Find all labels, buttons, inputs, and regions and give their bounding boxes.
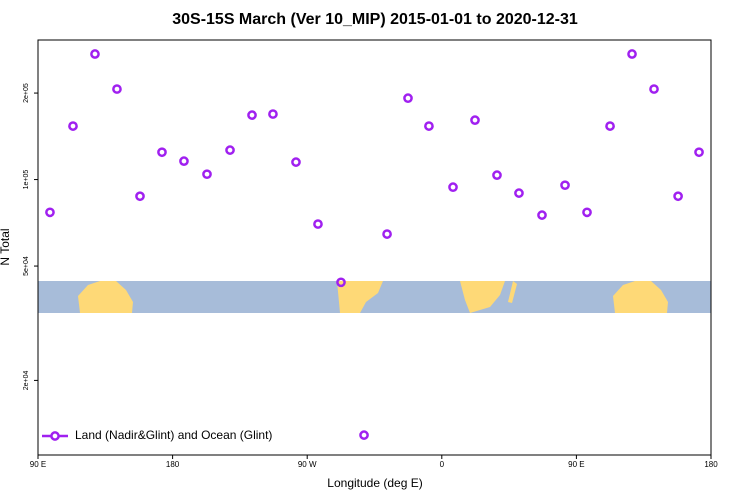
- point: [537, 210, 547, 220]
- x-tick-label: 90 W: [298, 460, 317, 469]
- land: [78, 281, 133, 313]
- land: [508, 281, 517, 303]
- chart-title: 30S-15S March (Ver 10_MIP) 2015-01-01 to…: [172, 11, 578, 28]
- y-tick-label: 1e+05: [23, 170, 30, 190]
- y-axis-label: N Total: [0, 228, 12, 265]
- point: [112, 84, 122, 94]
- point: [45, 207, 55, 218]
- point: [291, 157, 301, 167]
- point: [359, 430, 369, 440]
- point: [470, 115, 480, 125]
- point: [492, 170, 502, 180]
- x-axis-label: Longitude (deg E): [327, 476, 422, 490]
- point: [382, 229, 392, 239]
- x-tick-label: 90 E: [568, 460, 584, 469]
- point: [424, 121, 434, 131]
- point: [336, 277, 346, 288]
- point: [514, 188, 524, 198]
- legend-marker: [50, 431, 60, 441]
- point: [560, 180, 570, 191]
- land: [613, 281, 668, 313]
- y-tick-label: 2e+05: [23, 83, 30, 103]
- point: [157, 147, 167, 158]
- point: [225, 145, 235, 155]
- y-tick-label: 2e+04: [23, 370, 30, 390]
- point: [313, 219, 323, 229]
- point: [627, 49, 637, 59]
- point: [179, 156, 189, 166]
- x-tick-label: 0: [440, 460, 445, 469]
- point: [605, 121, 615, 131]
- point: [582, 207, 592, 218]
- legend-label: Land (Nadir&Glint) and Ocean (Glint): [75, 428, 272, 442]
- x-tick-label: 90 E: [30, 460, 46, 469]
- point: [448, 182, 458, 193]
- point: [268, 109, 278, 119]
- x-tick-label: 180: [704, 460, 718, 469]
- y-tick-label: 5e+04: [23, 256, 30, 276]
- point: [403, 93, 413, 104]
- land: [337, 281, 383, 313]
- point: [247, 110, 257, 120]
- plot-frame: [37, 39, 712, 456]
- point: [135, 191, 145, 202]
- x-tick-label: 180: [166, 460, 180, 469]
- point: [202, 169, 212, 180]
- point: [694, 147, 704, 158]
- land: [460, 281, 505, 313]
- point: [649, 84, 659, 94]
- point: [673, 191, 683, 202]
- point: [90, 49, 100, 59]
- map-band: [38, 281, 711, 313]
- point: [68, 121, 78, 131]
